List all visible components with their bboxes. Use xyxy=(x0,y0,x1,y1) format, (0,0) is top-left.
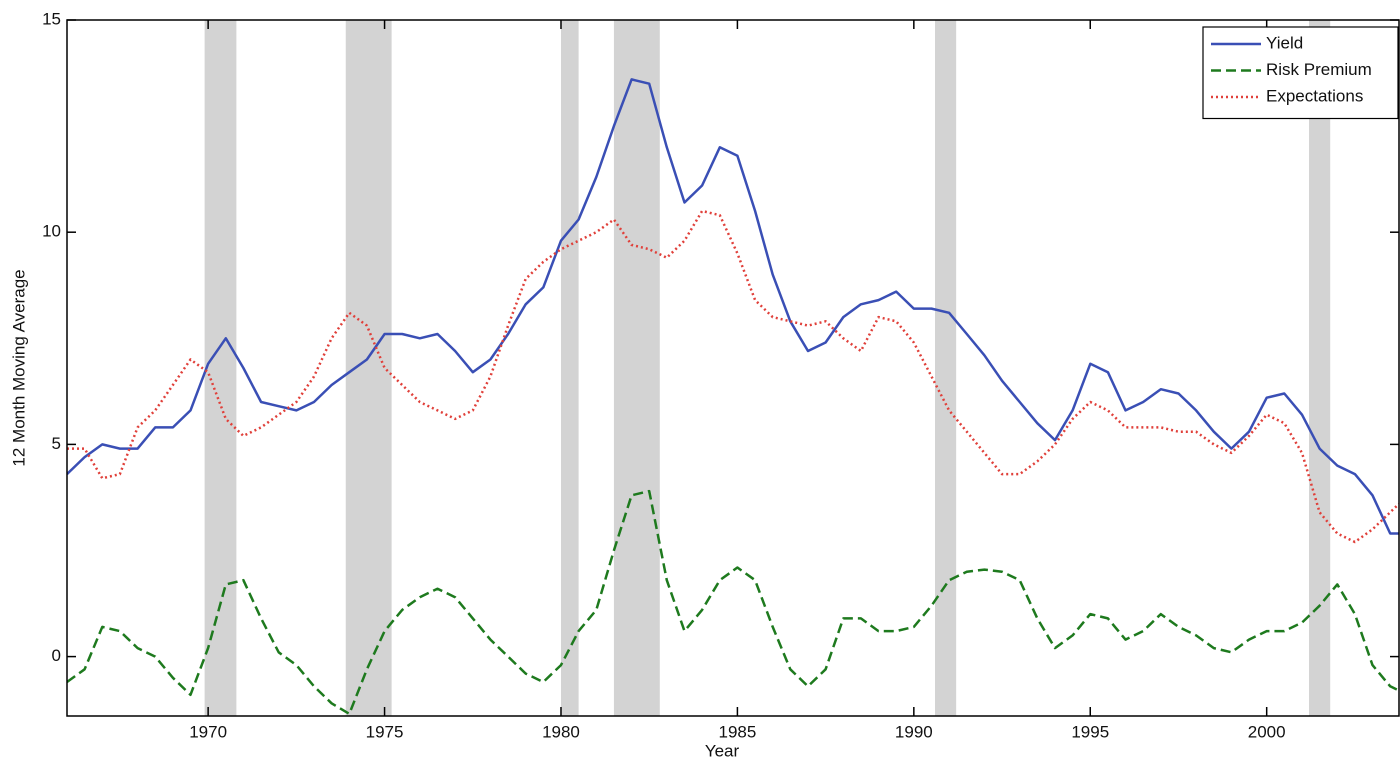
series-line xyxy=(67,489,1399,716)
plot-frame xyxy=(66,19,1400,717)
y-axis-label: 12 Month Moving Average xyxy=(9,269,28,466)
series-line xyxy=(67,78,1399,535)
recession-band xyxy=(345,20,392,716)
x-tick-label: 1985 xyxy=(718,722,756,741)
y-tick-label: 10 xyxy=(42,222,61,241)
plot-area xyxy=(67,20,1399,716)
recession-band xyxy=(935,20,957,716)
recession-band xyxy=(613,20,660,716)
x-tick-label: 1975 xyxy=(366,722,404,741)
x-tick-label: 2000 xyxy=(1248,722,1286,741)
x-tick-label: 1970 xyxy=(189,722,227,741)
recession-band xyxy=(560,20,579,716)
recession-band xyxy=(1309,20,1331,716)
series-line xyxy=(67,209,1399,544)
legend: Yield Risk Premium Expectations xyxy=(1202,26,1399,120)
y-tick-label: 15 xyxy=(42,9,61,28)
legend-label: Risk Premium xyxy=(1266,60,1372,79)
legend-box xyxy=(1202,26,1399,120)
y-tick-label: 0 xyxy=(52,646,61,665)
legend-label: Yield xyxy=(1266,33,1303,52)
x-tick-label: 1990 xyxy=(895,722,933,741)
y-tick-label: 5 xyxy=(52,434,61,453)
recession-band xyxy=(204,20,237,716)
x-tick-label: 1995 xyxy=(1071,722,1109,741)
x-tick-label: 1980 xyxy=(542,722,580,741)
x-axis-label: Year xyxy=(705,741,740,760)
legend-label: Expectations xyxy=(1266,86,1363,105)
